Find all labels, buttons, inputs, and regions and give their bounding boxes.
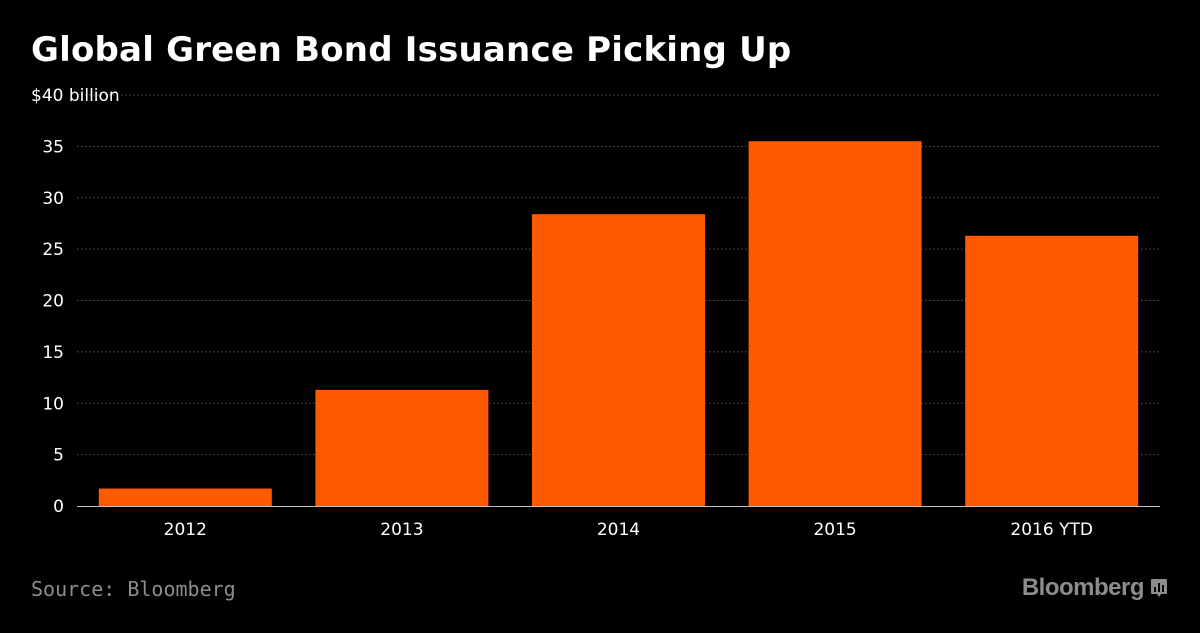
bar [315,389,489,506]
y-tick-label: 25 [42,240,64,260]
brand-name: Bloomberg [1021,574,1145,601]
chart-title: Global Green Bond Issuance Picking Up [31,30,792,70]
x-tick-label: 2014 [597,520,640,540]
x-axis-tick-labels: 2012 2013 2014 2015 2016 YTD [164,520,1093,540]
x-tick-label: 2013 [380,520,423,540]
x-tick-label: 2016 YTD [1010,520,1093,540]
y-tick-label: 35 [42,137,64,157]
brand-logo: Bloomberg [1022,574,1168,602]
bar [98,488,272,506]
bar [965,235,1139,506]
bloomberg-chart-icon [1151,579,1167,597]
source-note: Source: Bloomberg [31,577,236,601]
y-tick-label: 20 [42,292,64,312]
y-unit-label: $40 billion [31,86,120,106]
y-axis-tick-labels: 0 5 10 15 20 25 30 35 $40 billion [31,86,120,517]
y-tick-label: 5 [53,446,64,466]
y-tick-label: 30 [42,189,64,209]
bar [532,214,705,506]
bar [748,141,922,507]
y-tick-label: 15 [42,343,64,363]
x-tick-label: 2015 [813,520,856,540]
bars [98,141,1139,507]
x-tick-label: 2012 [164,520,207,540]
y-tick-label: 0 [53,497,64,517]
y-tick-label: 10 [42,394,64,414]
